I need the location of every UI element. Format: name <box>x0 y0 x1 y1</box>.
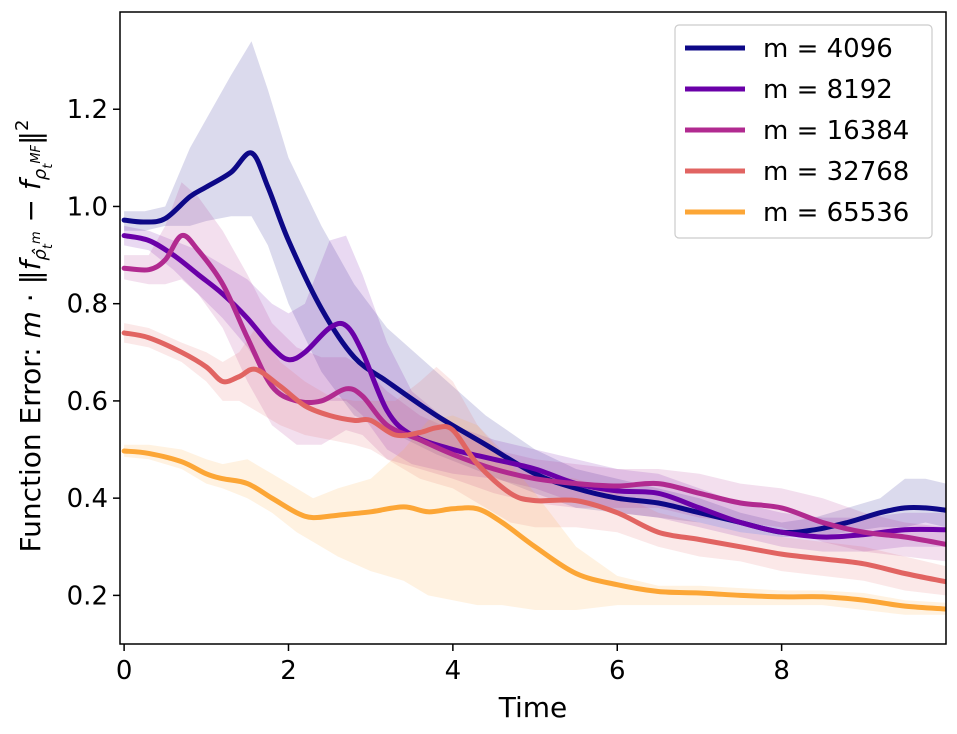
legend-label-4: m = 32768 <box>763 157 909 187</box>
legend-label-5: m = 65536 <box>763 198 909 228</box>
series-band-3 <box>124 182 946 562</box>
confidence-bands <box>124 41 946 615</box>
y-tick-label: 1.0 <box>67 192 108 222</box>
series-line-4 <box>121 330 946 585</box>
x-tick-label: 8 <box>773 656 790 686</box>
series-band-1 <box>124 41 946 537</box>
legend: m = 4096 m = 8192 m = 16384 m = 32768 m = 65… <box>674 24 933 239</box>
y-tick-label: 1.2 <box>67 95 108 125</box>
x-tick-label: 4 <box>445 656 462 686</box>
y-axis-ticks: 0.2 0.4 0.6 0.8 1.0 1.2 <box>67 95 120 611</box>
legend-label-3: m = 16384 <box>763 116 909 146</box>
legend-box <box>674 24 933 239</box>
x-axis-ticks: 0 2 4 6 8 <box>116 644 790 686</box>
x-tick-label: 6 <box>609 656 626 686</box>
series-band-4 <box>124 323 946 596</box>
series-band-2 <box>124 225 946 552</box>
legend-label-1: m = 4096 <box>763 34 893 64</box>
x-tick-label: 0 <box>116 656 133 686</box>
legend-items: m = 4096 m = 8192 m = 16384 m = 32768 m = 65… <box>685 34 909 228</box>
plot-area-frame <box>119 11 947 645</box>
series-band-5 <box>124 415 946 615</box>
y-tick-label: 0.6 <box>67 387 108 417</box>
y-axis-label: Function Error: m · ‖fρ̂tm − fρtMF‖2 <box>12 120 56 553</box>
y-tick-label: 0.8 <box>67 290 108 320</box>
y-tick-label: 0.2 <box>67 581 108 611</box>
x-tick-label: 2 <box>280 656 297 686</box>
series-lines <box>121 150 946 612</box>
series-line-3 <box>121 232 946 547</box>
series-line-5 <box>121 448 946 612</box>
y-tick-label: 0.4 <box>67 484 108 514</box>
x-axis-label: Time <box>498 691 568 724</box>
legend-label-2: m = 8192 <box>763 75 893 105</box>
